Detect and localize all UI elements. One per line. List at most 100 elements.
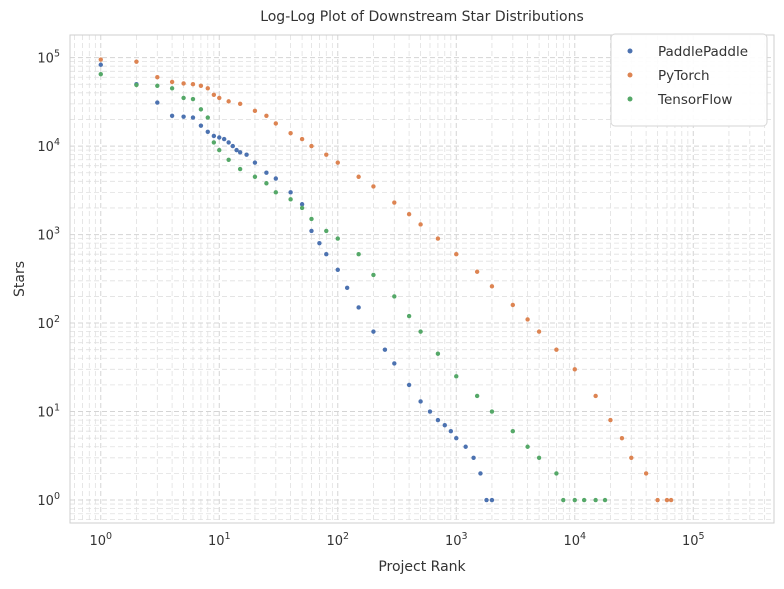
x-tick-label: 100 bbox=[89, 531, 112, 549]
data-point-tensorflow bbox=[593, 497, 598, 503]
y-tick-label: 104 bbox=[37, 137, 60, 155]
data-point-paddlepaddle bbox=[427, 409, 433, 414]
data-point-pytorch bbox=[134, 59, 139, 64]
data-point-pytorch bbox=[356, 174, 361, 179]
data-point-paddlepaddle bbox=[435, 417, 441, 423]
legend-box bbox=[610, 33, 768, 127]
x-axis-label: Project Rank bbox=[378, 559, 466, 575]
data-point-tensorflow bbox=[237, 166, 243, 172]
legend-marker-paddlepaddle bbox=[627, 48, 633, 54]
data-points bbox=[98, 57, 674, 503]
data-point-tensorflow bbox=[602, 497, 608, 503]
data-point-tensorflow bbox=[273, 190, 279, 195]
data-point-pytorch bbox=[608, 417, 613, 423]
data-point-paddlepaddle bbox=[230, 143, 235, 149]
data-point-tensorflow bbox=[454, 374, 459, 379]
data-point-pytorch bbox=[299, 136, 305, 142]
data-point-paddlepaddle bbox=[463, 444, 468, 449]
data-point-pytorch bbox=[418, 222, 423, 227]
data-point-tensorflow bbox=[134, 82, 139, 88]
data-point-tensorflow bbox=[190, 96, 196, 102]
data-point-tensorflow bbox=[554, 471, 559, 476]
data-point-pytorch bbox=[198, 83, 204, 88]
data-point-tensorflow bbox=[392, 294, 397, 299]
data-point-paddlepaddle bbox=[288, 190, 293, 195]
data-point-tensorflow bbox=[371, 272, 376, 278]
data-point-pytorch bbox=[435, 236, 441, 241]
data-point-paddlepaddle bbox=[335, 267, 340, 272]
data-point-paddlepaddle bbox=[448, 428, 454, 434]
data-point-tensorflow bbox=[474, 393, 480, 399]
data-point-pytorch bbox=[309, 143, 314, 149]
data-point-paddlepaddle bbox=[392, 361, 397, 366]
data-point-paddlepaddle bbox=[211, 133, 217, 139]
data-point-paddlepaddle bbox=[198, 123, 204, 128]
data-point-tensorflow bbox=[181, 95, 186, 101]
data-point-tensorflow bbox=[335, 236, 340, 241]
data-point-tensorflow bbox=[324, 228, 329, 234]
data-point-pytorch bbox=[264, 113, 269, 118]
data-point-tensorflow bbox=[226, 157, 231, 162]
x-tick-label: 102 bbox=[326, 531, 349, 549]
data-point-paddlepaddle bbox=[264, 170, 269, 175]
data-point-paddlepaddle bbox=[217, 135, 222, 140]
data-point-paddlepaddle bbox=[317, 240, 322, 246]
data-point-paddlepaddle bbox=[371, 329, 376, 334]
data-point-paddlepaddle bbox=[418, 399, 423, 404]
data-point-pytorch bbox=[619, 435, 625, 441]
data-point-pytorch bbox=[181, 81, 186, 86]
data-point-paddlepaddle bbox=[489, 497, 495, 503]
y-tick-label: 100 bbox=[37, 491, 60, 509]
data-point-tensorflow bbox=[525, 444, 530, 449]
data-point-pytorch bbox=[288, 130, 293, 136]
data-point-pytorch bbox=[155, 75, 160, 80]
data-point-paddlepaddle bbox=[454, 435, 459, 441]
plot-area-frame bbox=[69, 34, 775, 524]
data-point-paddlepaddle bbox=[205, 129, 210, 134]
y-tick-label: 102 bbox=[37, 314, 60, 332]
data-point-paddlepaddle bbox=[471, 455, 476, 461]
data-point-paddlepaddle bbox=[237, 150, 243, 155]
data-point-tensorflow bbox=[489, 409, 495, 414]
data-point-tensorflow bbox=[418, 329, 423, 334]
legend-label-paddlepaddle: PaddlePaddle bbox=[658, 44, 748, 60]
data-point-paddlepaddle bbox=[478, 471, 483, 476]
data-point-pytorch bbox=[273, 121, 279, 126]
data-point-tensorflow bbox=[211, 140, 217, 145]
legend-label-tensorflow: TensorFlow bbox=[657, 92, 732, 108]
data-point-paddlepaddle bbox=[190, 115, 196, 120]
data-point-paddlepaddle bbox=[244, 152, 249, 157]
data-point-pytorch bbox=[664, 497, 670, 503]
data-point-paddlepaddle bbox=[299, 202, 305, 207]
data-point-pytorch bbox=[554, 347, 559, 352]
y-tick-label: 105 bbox=[37, 49, 60, 67]
data-point-pytorch bbox=[643, 471, 649, 476]
data-point-pytorch bbox=[510, 302, 516, 308]
x-tick-label: 105 bbox=[682, 531, 705, 549]
legend-label-pytorch: PyTorch bbox=[658, 68, 710, 84]
legend-marker-pytorch bbox=[627, 72, 633, 78]
data-point-pytorch bbox=[169, 79, 175, 85]
data-point-pytorch bbox=[536, 329, 542, 334]
data-point-pytorch bbox=[593, 393, 598, 399]
data-point-tensorflow bbox=[406, 313, 412, 319]
data-point-tensorflow bbox=[198, 107, 204, 112]
data-point-pytorch bbox=[474, 269, 480, 274]
data-point-tensorflow bbox=[217, 147, 222, 153]
data-point-tensorflow bbox=[205, 115, 210, 120]
data-point-tensorflow bbox=[572, 497, 577, 503]
data-point-paddlepaddle bbox=[344, 285, 350, 291]
data-point-paddlepaddle bbox=[169, 113, 175, 118]
data-point-paddlepaddle bbox=[324, 251, 329, 257]
x-tick-label: 101 bbox=[208, 531, 231, 549]
data-point-tensorflow bbox=[155, 83, 160, 88]
data-point-tensorflow bbox=[510, 428, 516, 434]
x-tick-label: 103 bbox=[445, 531, 468, 549]
data-point-paddlepaddle bbox=[273, 176, 279, 181]
data-point-pytorch bbox=[572, 367, 577, 372]
data-point-pytorch bbox=[629, 455, 634, 461]
data-point-tensorflow bbox=[581, 497, 587, 503]
data-point-tensorflow bbox=[264, 181, 269, 186]
data-point-tensorflow bbox=[252, 174, 258, 179]
